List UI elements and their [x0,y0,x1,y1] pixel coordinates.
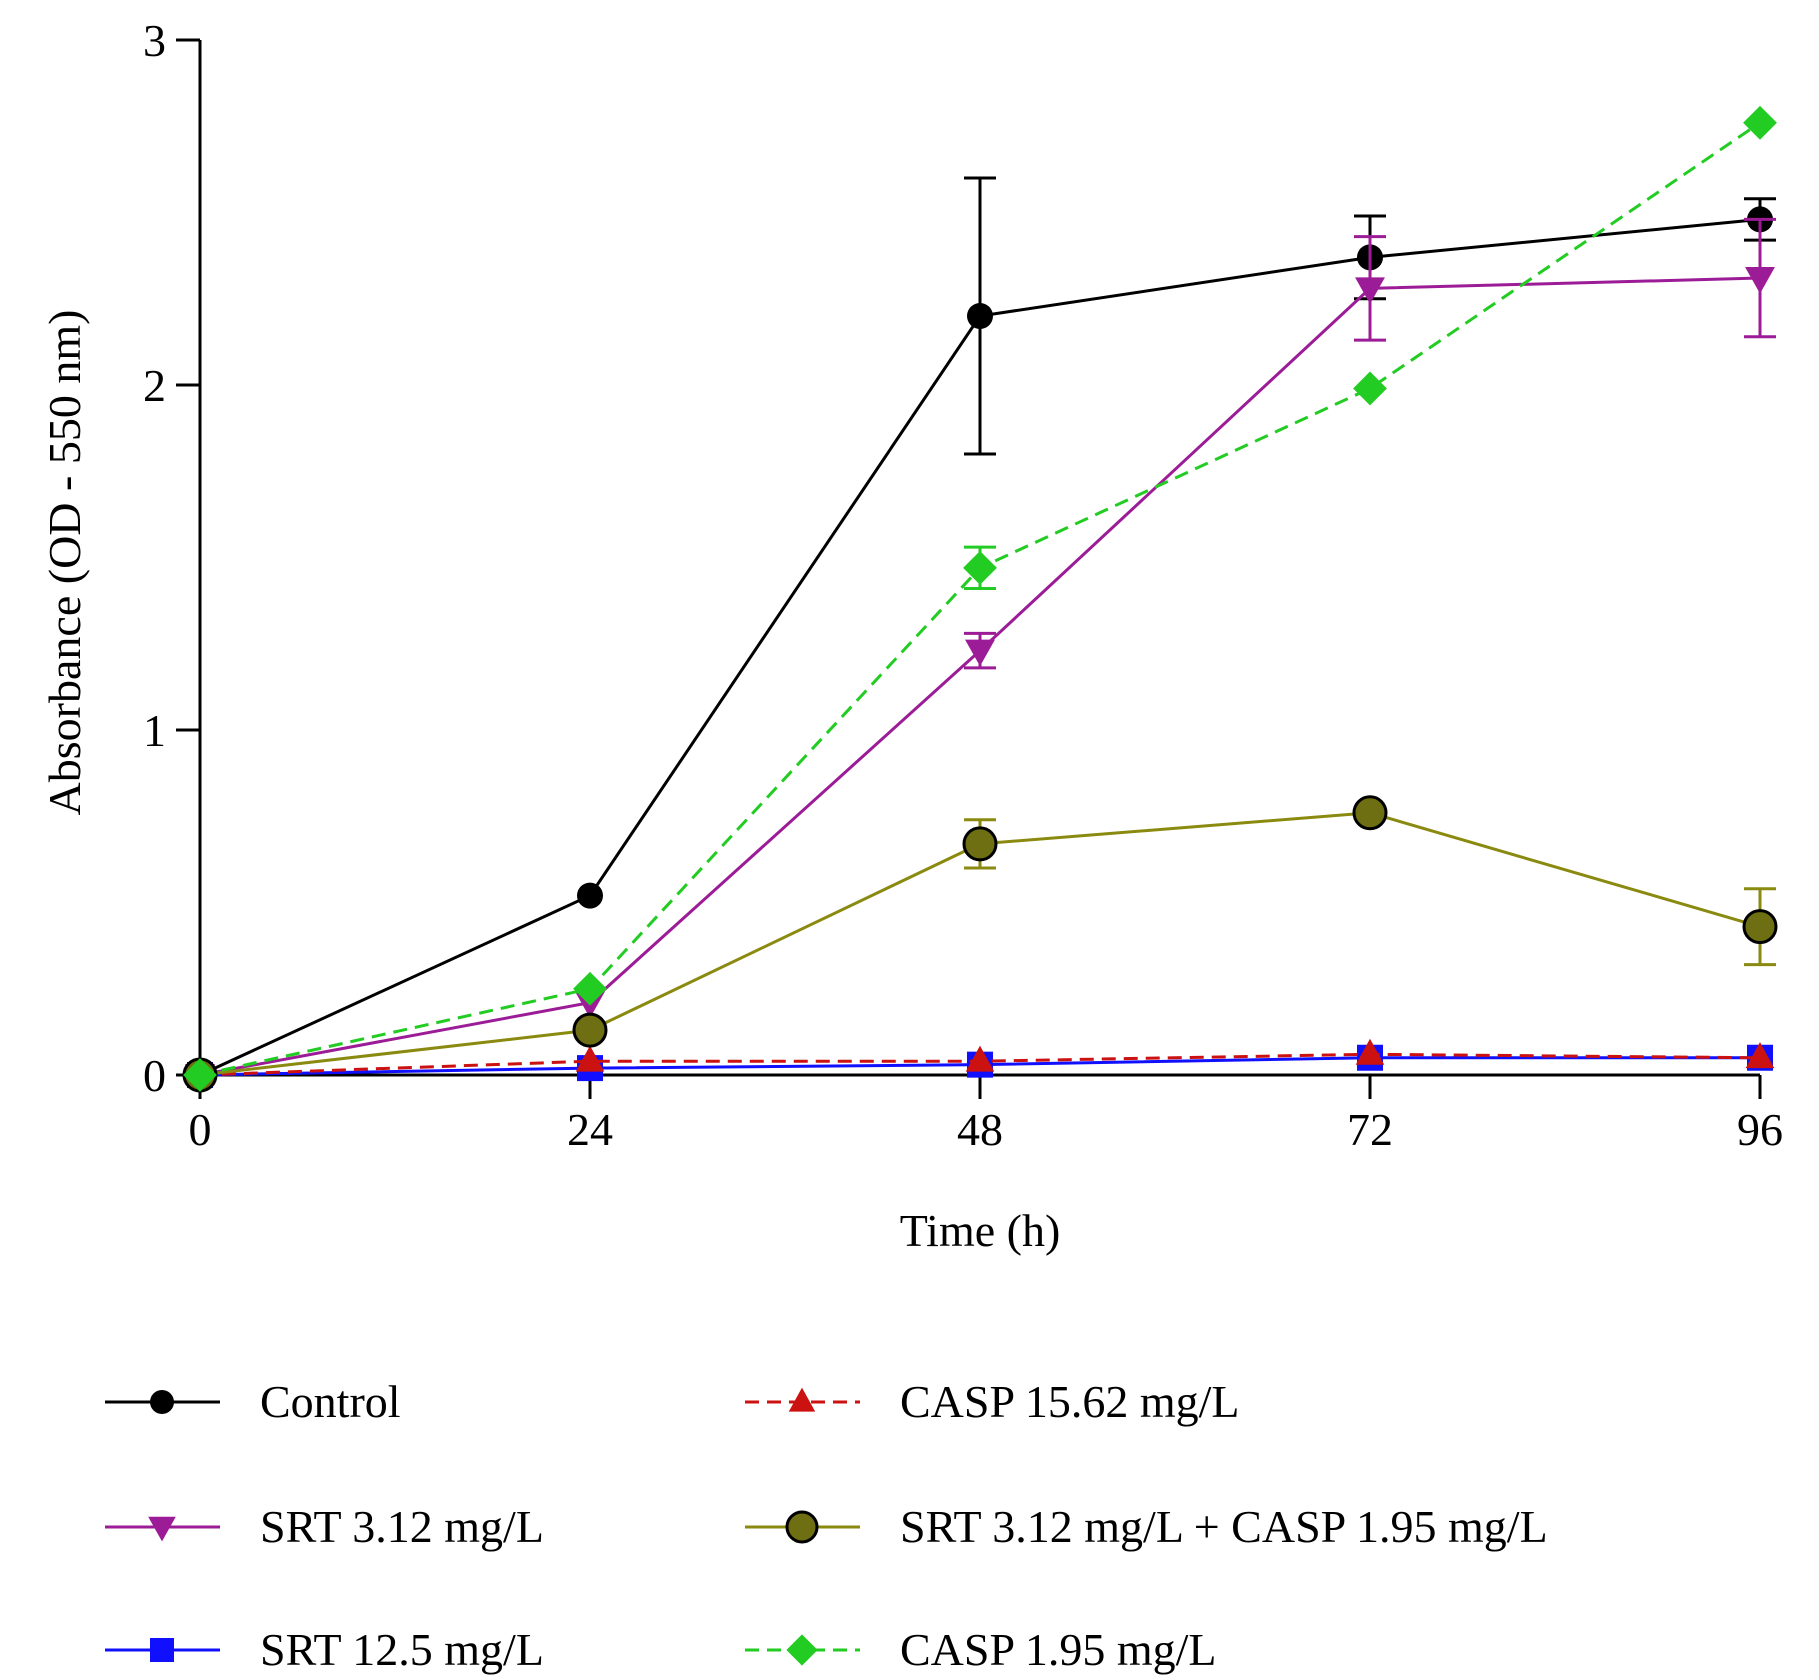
y-ticks: 0 1 2 3 [143,15,200,1101]
data-point-marker [572,1012,608,1048]
legend-item: CASP 1.95 mg/L [745,1624,1217,1675]
data-point-marker [963,550,997,585]
legend-label: CASP 1.95 mg/L [900,1624,1217,1675]
data-point-marker [1352,795,1388,831]
legend-item: SRT 3.12 mg/L [105,1501,544,1552]
x-tick-label: 0 [189,1104,212,1155]
plot-area [182,105,1778,1093]
axes: 0 1 2 3 0 24 48 72 96 [143,15,1783,1155]
legend-item: Control [105,1376,401,1427]
data-point-marker [575,1045,605,1072]
y-tick-label: 1 [143,705,166,756]
data-point-marker [150,1390,174,1414]
legend-item: CASP 15.62 mg/L [745,1376,1240,1427]
legend-item: SRT 12.5 mg/L [105,1624,544,1675]
legend-label: SRT 3.12 mg/L [260,1501,544,1552]
legend-label: CASP 15.62 mg/L [900,1376,1240,1427]
data-point-marker [786,1634,818,1666]
x-ticks: 0 24 48 72 96 [189,1075,1783,1155]
data-point-marker [183,1058,217,1092]
y-tick-label: 0 [143,1050,166,1101]
y-axis-title: Absorbance (OD - 550 nm) [39,310,90,816]
data-point-marker [965,639,995,667]
data-point-marker [148,1516,176,1542]
x-tick-label: 96 [1737,1104,1783,1155]
data-point-marker [785,1510,819,1544]
legend-label: Control [260,1376,401,1427]
legend: Control CASP 15.62 mg/L SRT 3.12 mg/L SRT 3… [105,1376,1548,1675]
y-tick-label: 3 [143,15,166,66]
legend-label: SRT 3.12 mg/L + CASP 1.95 mg/L [900,1501,1548,1552]
data-point-marker [1745,267,1775,294]
x-axis-title: Time (h) [900,1205,1061,1256]
data-point-marker [1355,277,1385,304]
data-point-marker [150,1638,174,1662]
x-tick-label: 48 [957,1104,1003,1155]
data-point-marker [965,1045,995,1072]
legend-label: SRT 12.5 mg/L [260,1624,544,1675]
data-point-marker [1355,1038,1385,1065]
data-point-marker [1742,909,1778,945]
data-point-marker [577,882,603,909]
data-point-marker [573,971,607,1006]
x-tick-label: 72 [1347,1104,1393,1155]
data-point-marker [1743,105,1777,140]
y-tick-label: 2 [143,360,166,411]
x-tick-label: 24 [567,1104,613,1155]
data-point-marker [1745,1042,1775,1069]
data-point-marker [967,303,993,329]
data-point-marker [1353,371,1387,406]
legend-item: SRT 3.12 mg/L + CASP 1.95 mg/L [745,1501,1548,1552]
data-point-marker [788,1387,816,1412]
data-point-marker [962,826,998,862]
series-casp-1-95-mg-l [183,105,1777,1092]
